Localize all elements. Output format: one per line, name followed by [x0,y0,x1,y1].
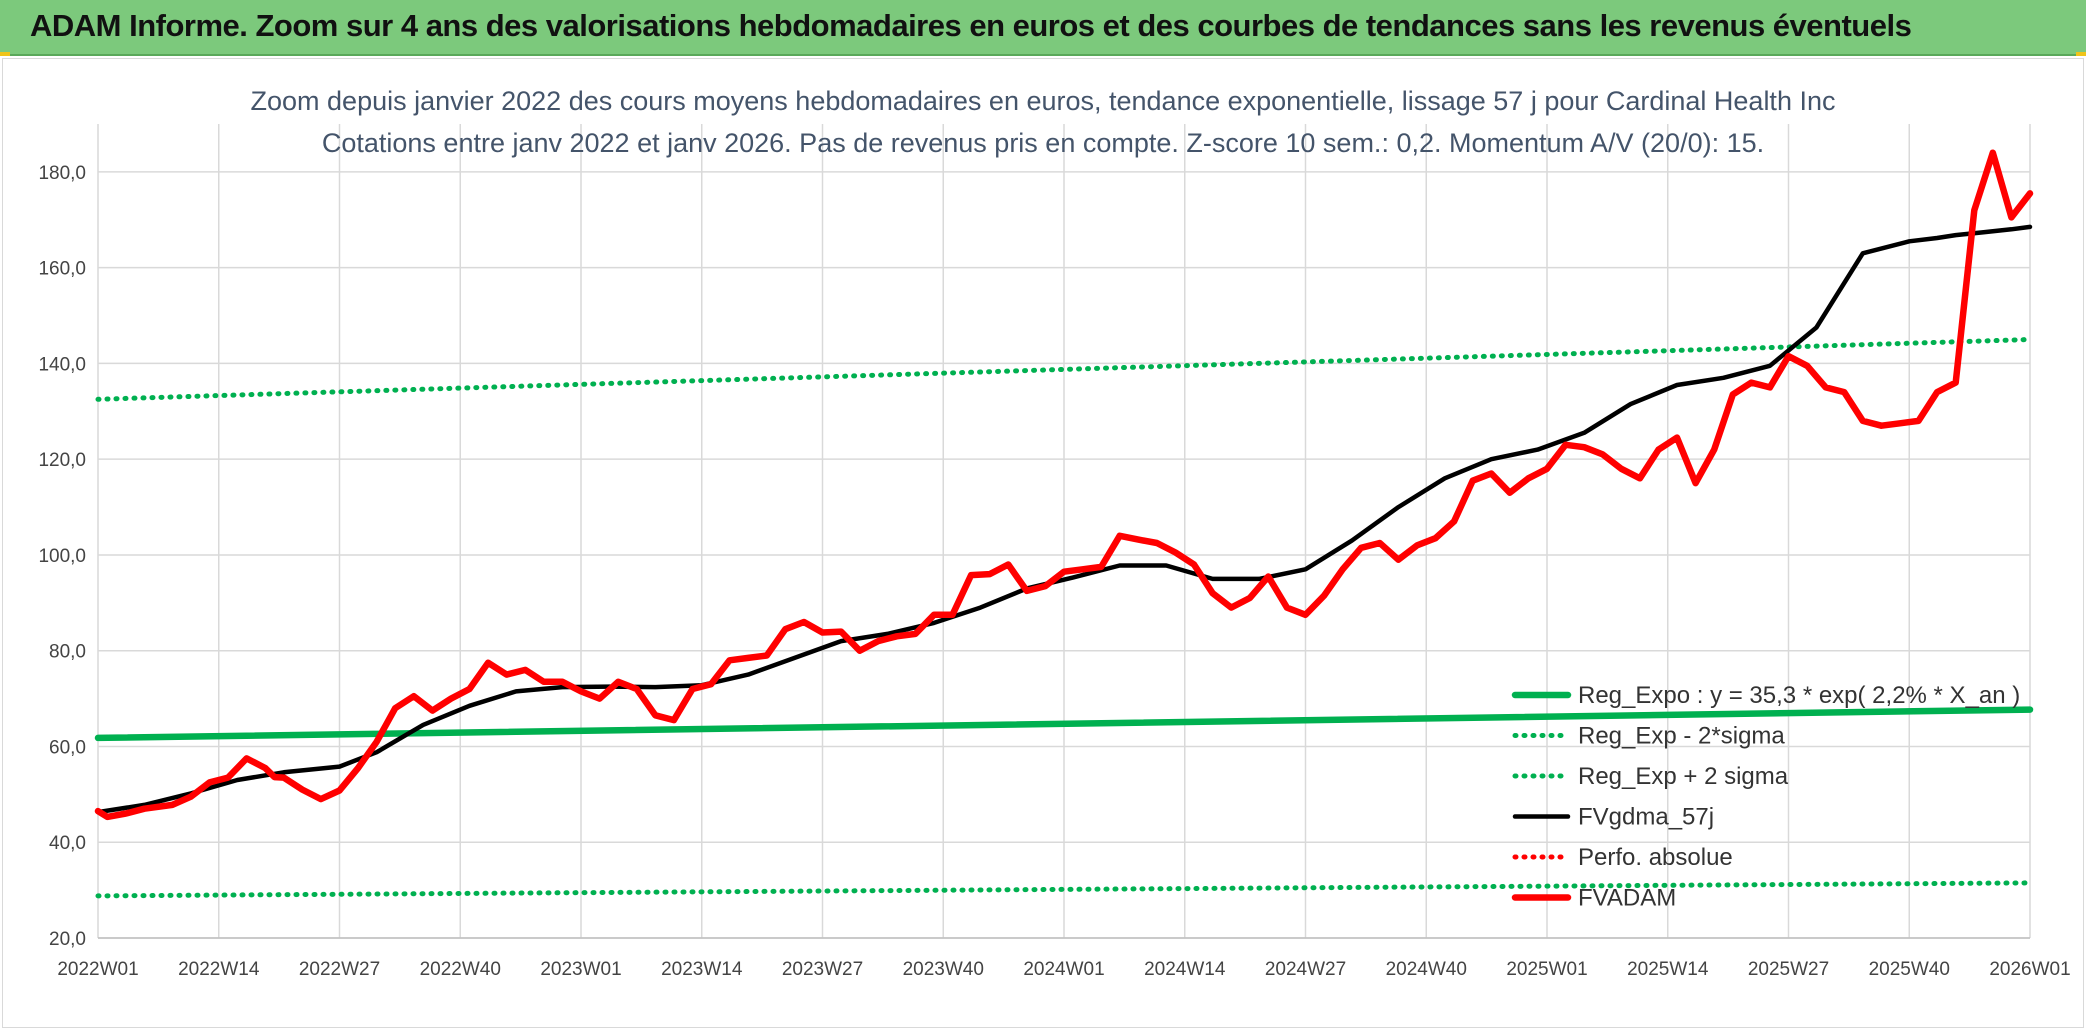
x-tick-label: 2024W40 [1386,959,1467,980]
y-tick-label: 20,0 [49,929,86,950]
x-tick-label: 2025W27 [1748,959,1829,980]
x-tick-label: 2022W40 [420,959,501,980]
x-tick-label: 2024W14 [1144,959,1226,980]
chart-area [2,58,2084,1028]
x-tick-label: 2022W01 [57,959,138,980]
x-tick-label: 2025W40 [1869,959,1950,980]
y-tick-label: 140,0 [38,354,86,375]
legend-label-fvadam-line: FVADAM [1578,885,1676,912]
y-tick-label: 60,0 [49,737,86,758]
x-tick-label: 2025W01 [1506,959,1587,980]
y-tick-label: 160,0 [38,259,86,280]
x-tick-label: 2022W14 [178,959,260,980]
y-tick-label: 100,0 [38,546,86,567]
reg-expo-line [94,706,2034,742]
reg-exp-plus-2sigma-line [95,337,2033,402]
report-title: ADAM Informe. Zoom sur 4 ans des valoris… [30,8,1912,43]
x-tick-label: 2025W14 [1627,959,1709,980]
y-tick-label: 40,0 [49,833,86,854]
y-tick-label: 80,0 [49,642,86,663]
legend-label-perfo-absolue-line: Perfo. absolue [1578,844,1733,871]
legend-label-fvgdma-57j-line: FVgdma_57j [1578,804,1714,831]
x-tick-label: 2023W14 [661,959,743,980]
chart-title-line-2: Cotations entre janv 2022 et janv 2026. … [322,128,1764,158]
x-tick-label: 2023W27 [782,959,863,980]
report-banner: ADAM Informe. Zoom sur 4 ans des valoris… [0,0,2086,56]
banner-accent-left [0,52,10,56]
x-tick-label: 2024W01 [1023,959,1104,980]
x-tick-label: 2023W01 [540,959,621,980]
y-tick-label: 120,0 [38,450,86,471]
chart-series [94,149,2034,899]
banner-accent-right [2076,52,2086,56]
chart-grid [97,124,2031,939]
fvadam-line [94,149,2034,821]
chart-legend: Reg_Expo : y = 35,3 * exp( 2,2% * X_an )… [1511,682,2020,912]
x-tick-label: 2024W27 [1265,959,1346,980]
x-tick-label: 2023W40 [903,959,984,980]
legend-label-reg-exp-minus-2sigma-line: Reg_Exp - 2*sigma [1578,723,1785,750]
x-tick-label: 2026W01 [1989,959,2070,980]
x-tick-label: 2022W27 [299,959,380,980]
legend-label-reg-exp-plus-2sigma-line: Reg_Exp + 2 sigma [1578,763,1789,790]
reg-exp-minus-2sigma-line [95,880,2033,899]
legend-label-reg-expo-line: Reg_Expo : y = 35,3 * exp( 2,2% * X_an ) [1578,682,2020,709]
y-tick-label: 180,0 [38,163,86,184]
chart-title-line-1: Zoom depuis janvier 2022 des cours moyen… [251,86,1836,116]
chart-axes: 20,0 40,0 60,0 80,0 100,0 120,0 140,0 160,0 180,… [38,163,2070,980]
fvgdma-57j-line [95,224,2033,815]
